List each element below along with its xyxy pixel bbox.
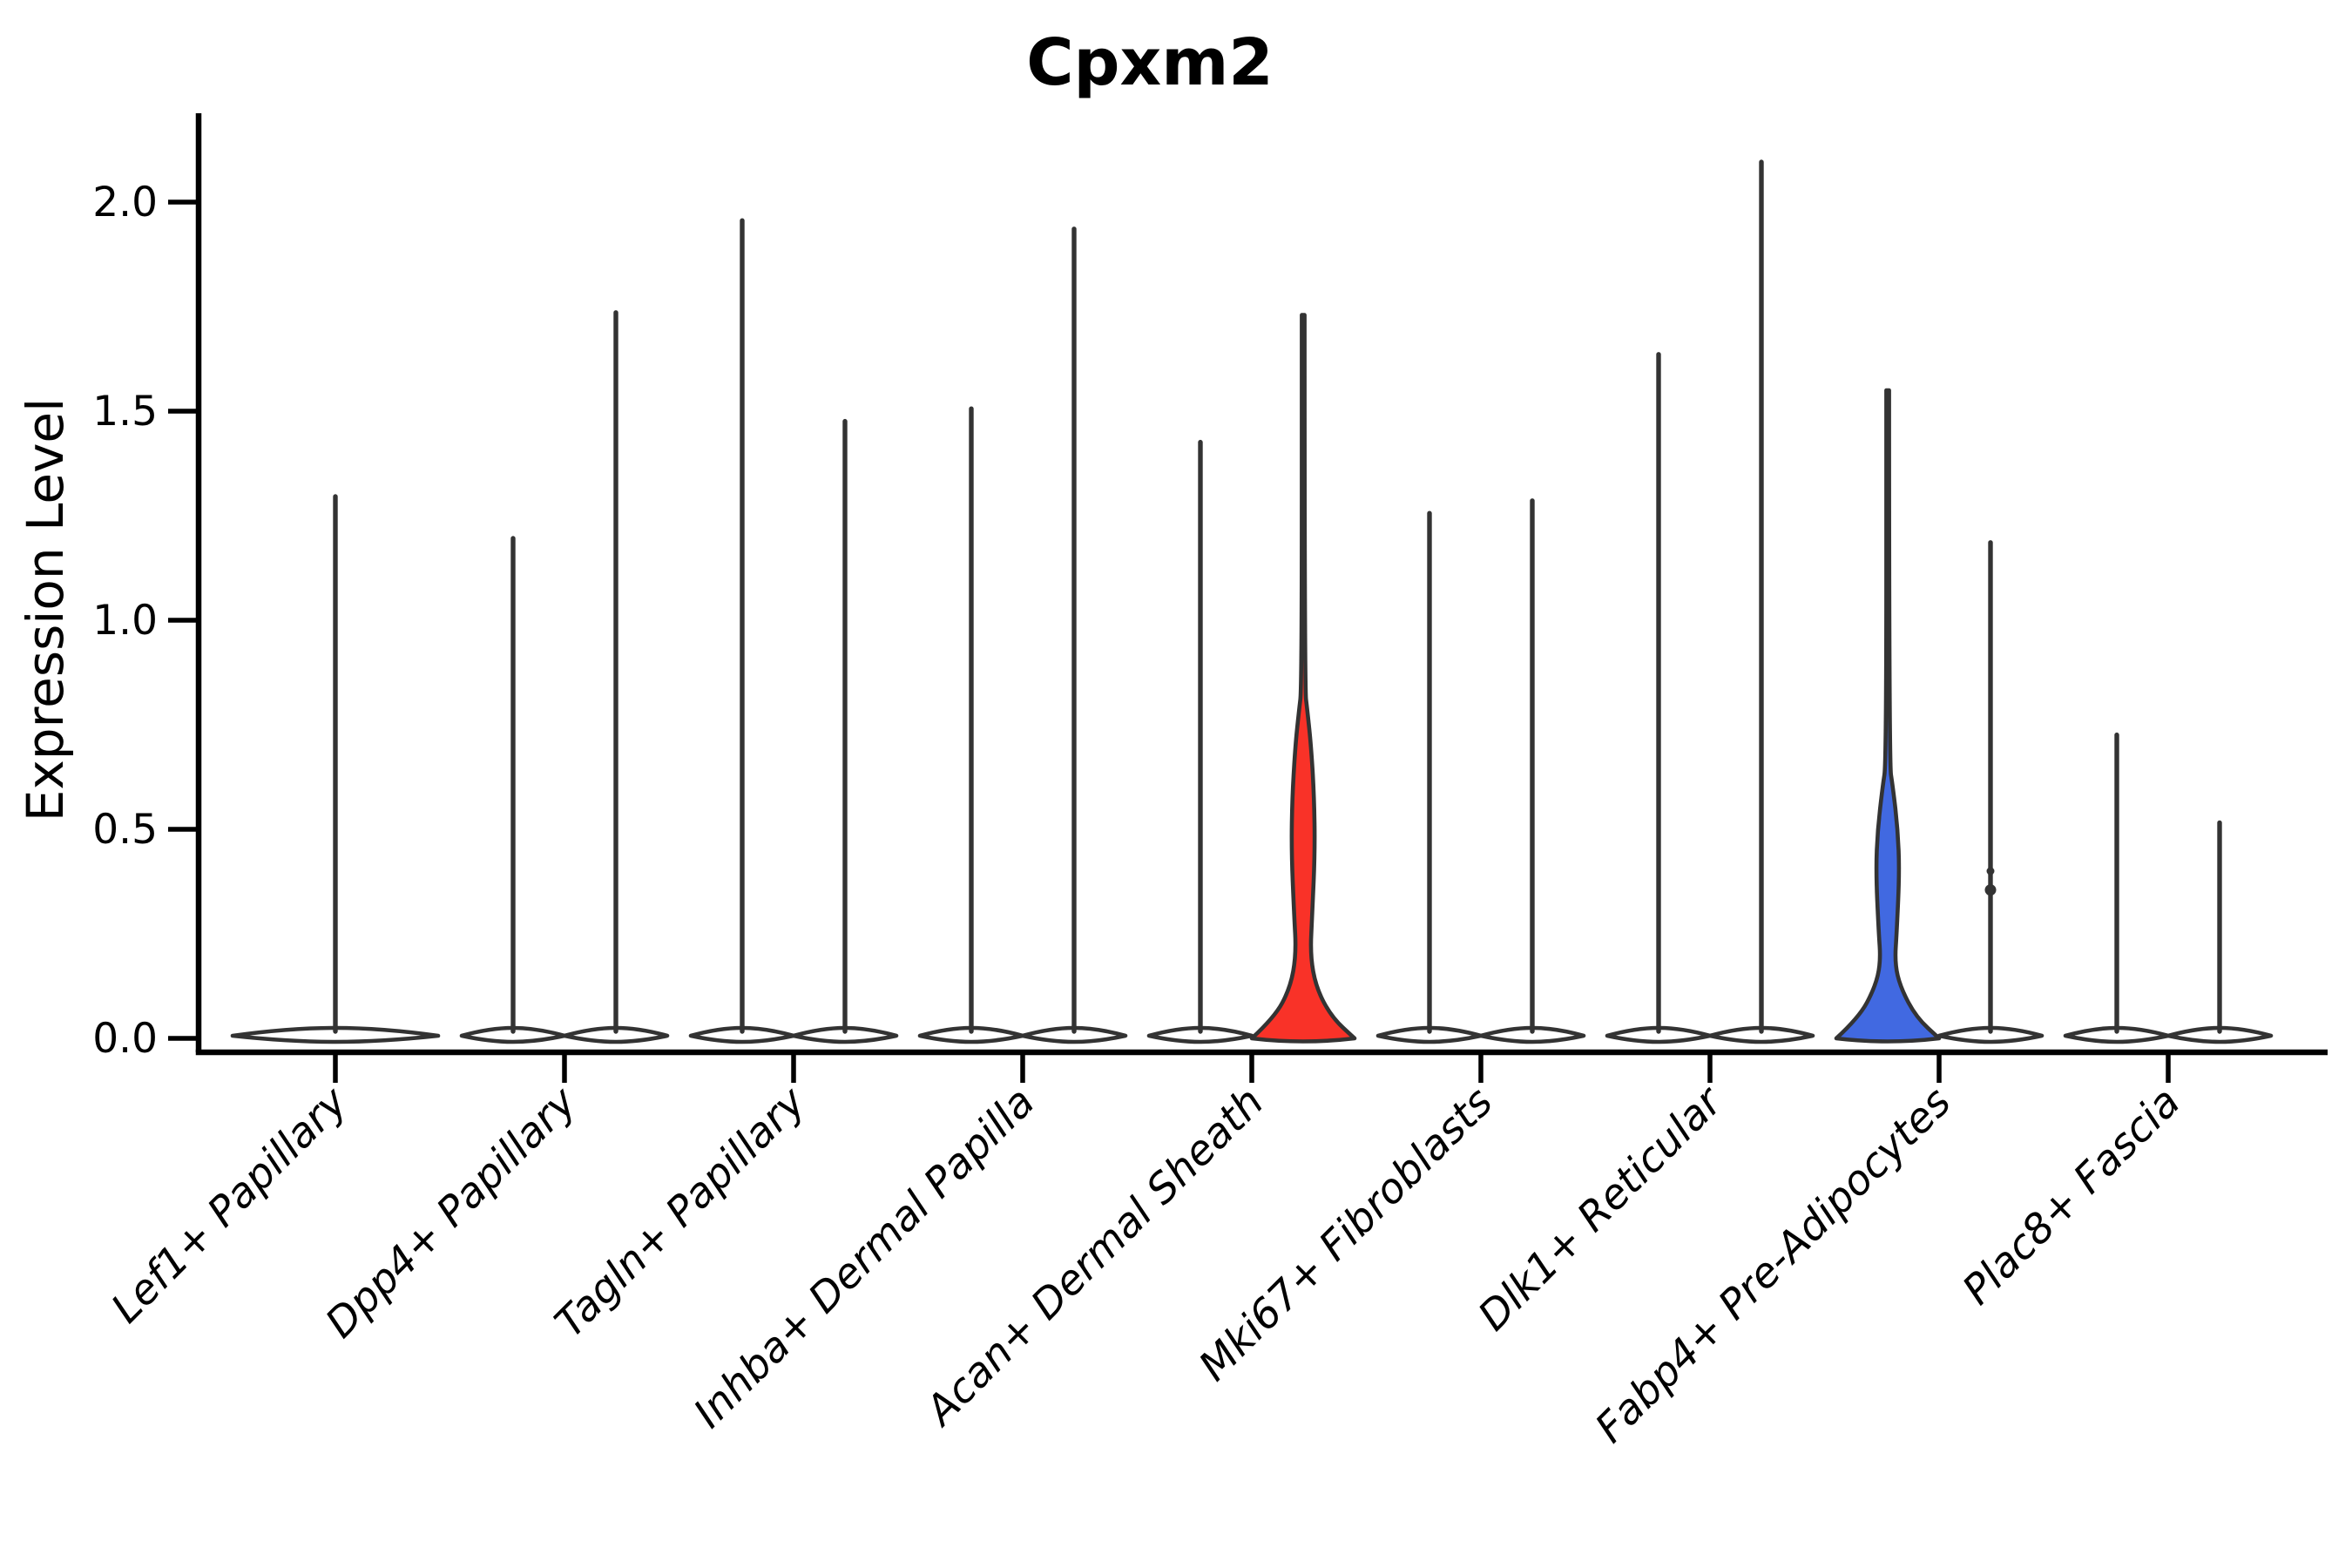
outlier-point <box>1986 867 1995 875</box>
x-tick-label: Dlk1+ Reticular <box>1470 1077 1734 1341</box>
chart-title: Cpxm2 <box>1026 25 1274 100</box>
violin-inhba-dermal-papilla-right <box>1020 226 1128 1044</box>
violin-base <box>230 1025 441 1044</box>
violin-lef1-papillary-single <box>230 494 441 1044</box>
outlier-point <box>1984 884 1997 896</box>
violin-mki67-fibroblasts-left <box>1375 510 1484 1044</box>
y-tick-label: 0.5 <box>92 806 158 854</box>
violin-dlk1-reticular-left <box>1605 352 1713 1044</box>
violin-base <box>1020 1025 1128 1044</box>
x-tick-label: Plac8+ Fascia <box>1953 1078 2189 1315</box>
y-tick-label: 1.0 <box>92 597 158 645</box>
violin-base <box>791 1025 899 1044</box>
violin-dlk1-reticular-right <box>1707 159 1815 1044</box>
y-tick-label: 0.0 <box>92 1015 158 1063</box>
violin-base <box>1936 1025 2044 1044</box>
violin-acan-dermal-sheath-right <box>1249 313 1357 1044</box>
violin-dpp4-papillary-left <box>459 536 567 1044</box>
violin-inhba-dermal-papilla-left <box>917 406 1025 1044</box>
x-tick-label: Tagln+ Papillary <box>546 1078 816 1348</box>
violin-mki67-fibroblasts-right <box>1478 498 1586 1044</box>
violin-acan-dermal-sheath-left <box>1146 439 1254 1044</box>
x-tick-label: Lef1+ Papillary <box>102 1078 357 1333</box>
violin-tagln-papillary-left <box>688 218 796 1044</box>
x-tick-label: Dpp4+ Papillary <box>316 1078 586 1348</box>
violin-plac8-fascia-right <box>2166 820 2274 1044</box>
violin-body <box>1249 313 1357 1044</box>
violin-base <box>562 1025 670 1044</box>
y-tick-label: 1.5 <box>92 388 158 436</box>
violin-fabp4-pre-adipocytes-right <box>1936 540 2044 1044</box>
y-tick-label: 2.0 <box>92 179 158 226</box>
violin-base <box>1478 1025 1586 1044</box>
violin-fabp4-pre-adipocytes-left <box>1834 388 1942 1044</box>
violin-plac8-fascia-left <box>2063 732 2171 1044</box>
violin-dpp4-papillary-right <box>562 310 670 1044</box>
violin-base <box>1707 1025 1815 1044</box>
y-axis-label: Expression Level <box>16 398 75 821</box>
violin-tagln-papillary-right <box>791 418 899 1044</box>
violin-base <box>2166 1025 2274 1044</box>
violin-body <box>1834 388 1942 1044</box>
